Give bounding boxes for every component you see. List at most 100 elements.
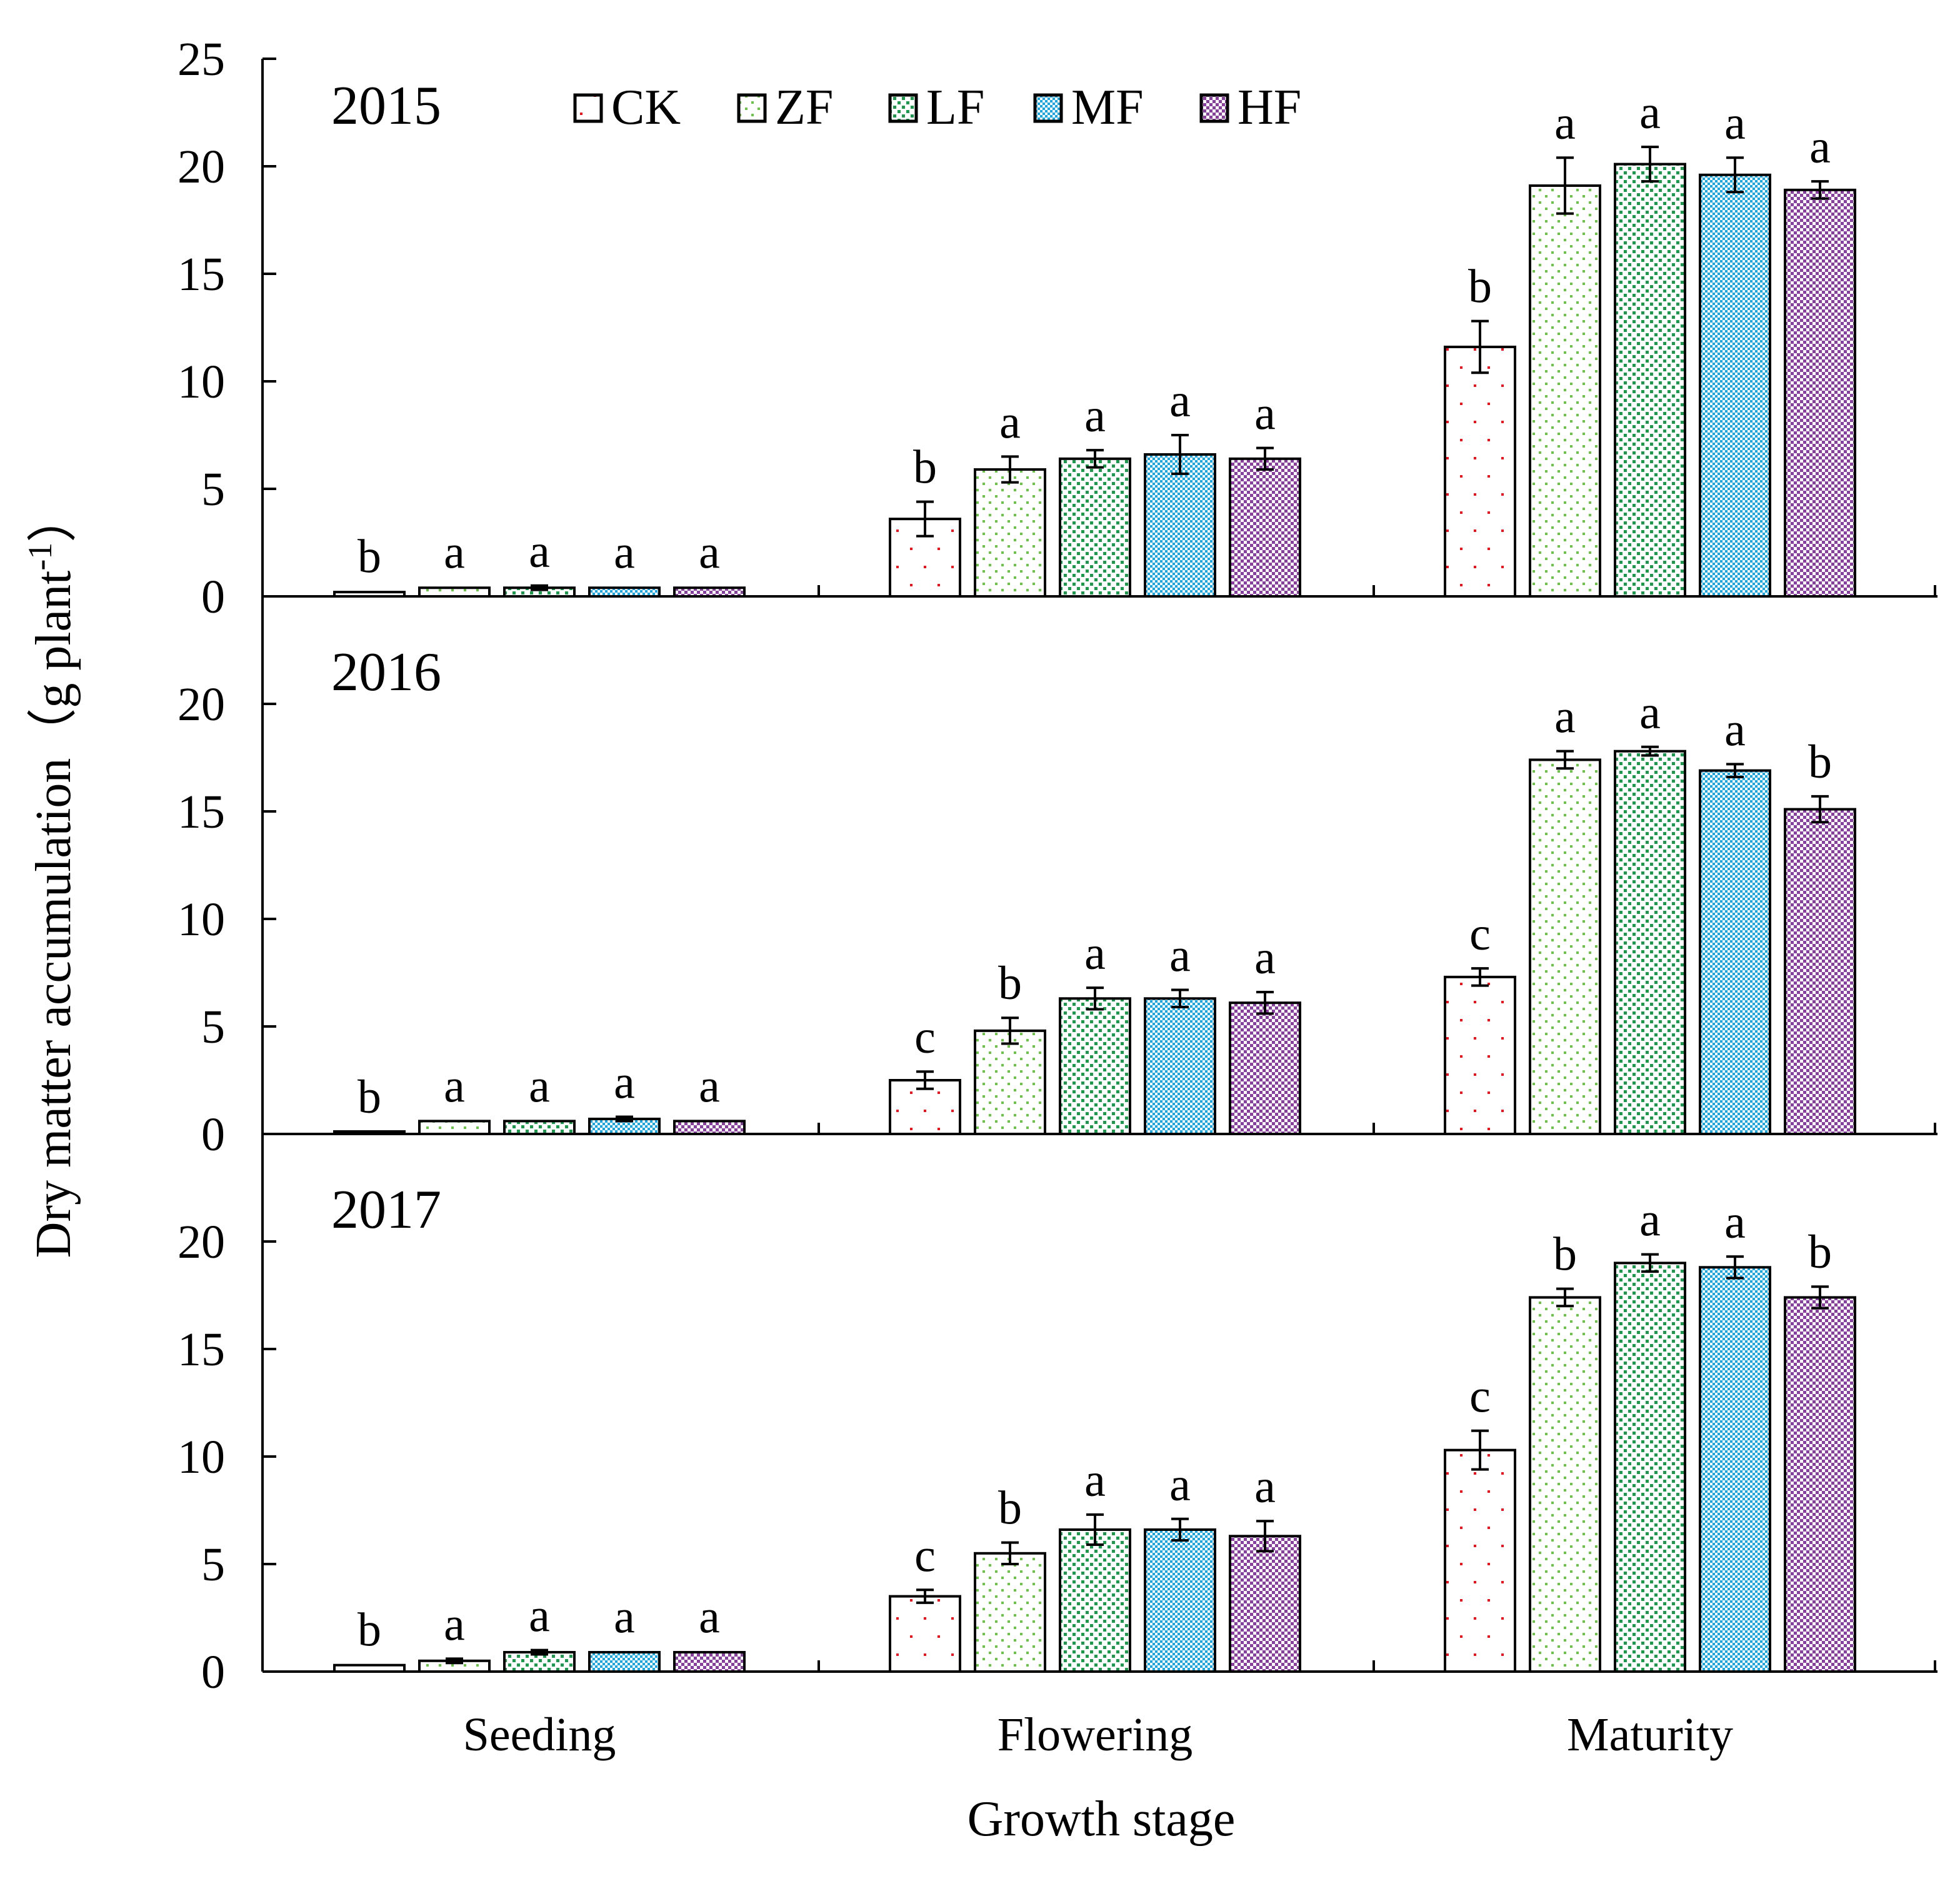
significance-letter: a [1724,97,1746,149]
significance-letter: a [1169,374,1191,427]
y-tick-label: 25 [178,33,225,86]
bar-hf-maturity [1784,188,1856,598]
significance-letter: b [998,957,1022,1010]
significance-letter: a [1639,1194,1661,1246]
legend-item-hf: HF [1199,80,1301,135]
bar-mf-flowering [1144,453,1216,598]
significance-letter: a [444,1598,465,1650]
panels: 05101520252015bbbaaaaaaaaaaaa05101520201… [178,33,1938,1698]
bar-mf-seeding [588,1117,661,1136]
significance-letter: a [1169,1458,1191,1511]
significance-letter: a [1554,691,1576,743]
bar-hf-flowering [1229,1001,1301,1136]
bar-lf-maturity [1614,750,1686,1136]
significance-letter: a [1084,1454,1106,1507]
bar-zf-seeding [418,586,491,598]
bar-hf-maturity [1784,1296,1856,1673]
bar-lf-flowering [1059,997,1131,1136]
category-label-maturity: Maturity [1567,1708,1733,1761]
bar-mf-maturity [1699,173,1771,598]
significance-letter: a [1724,703,1746,756]
legend-swatch-lf [888,93,918,123]
bar-ck-seeding [333,591,406,598]
bar-hf-flowering [1229,457,1301,598]
bar-ck-seeding [333,1130,406,1135]
significance-letter: b [358,530,381,583]
bar-lf-maturity [1614,163,1686,598]
significance-letter: a [614,1590,635,1643]
bar-ck-maturity [1444,975,1516,1135]
significance-letter: a [529,1590,550,1642]
bar-zf-flowering [974,1552,1046,1673]
bar-zf-flowering [974,468,1046,598]
significance-letter: a [529,1060,550,1112]
bar-ck-flowering [889,1595,961,1673]
category-label-flowering: Flowering [998,1708,1192,1761]
y-tick-label: 5 [201,463,225,516]
y-tick-label: 0 [201,571,225,623]
bar-mf-flowering [1144,1528,1216,1673]
panel-title: 2016 [331,642,441,703]
legend-swatch-mf [1033,93,1063,123]
category-label-seeding: Seeding [463,1708,616,1761]
significance-letter: b [913,441,937,494]
significance-letter: a [529,525,550,578]
legend-item-lf: LF [888,80,984,135]
panel-2015: 0 5 10 15 20 25 2015 b b b a a a a a a a a a a a a [178,33,1938,623]
significance-letter: b [1553,1228,1577,1281]
significance-letter: a [1254,388,1276,440]
significance-letter: a [1254,1460,1276,1513]
bar-mf-flowering [1144,997,1216,1136]
legend-label-lf: LF [926,80,984,135]
significance-letter: b [358,1604,381,1657]
legend-swatch-hf [1199,93,1229,123]
y-tick-label: 20 [178,1216,225,1268]
y-axis-label-close: ） [26,493,81,543]
category-labels: Seeding Flowering Maturity [463,1708,1733,1761]
significance-letter: b [1808,736,1832,788]
bar-zf-maturity [1529,1296,1601,1673]
significance-letter: b [1808,1226,1832,1278]
y-tick-label: 5 [201,1538,225,1591]
bar-lf-maturity [1614,1262,1686,1673]
significance-letter: a [1554,97,1576,149]
significance-letter: b [1468,261,1492,313]
legend-label-ck: CK [611,80,681,135]
significance-letter: a [1084,389,1106,442]
panel-2017: 0 5 10 15 20 2017 b c c a b b a a a a a a a a b [178,1134,1938,1698]
legend: CK ZF LF MF HF [573,80,1301,135]
significance-letter: c [1469,908,1491,960]
significance-letter: a [1724,1196,1746,1248]
bar-hf-seeding [673,1120,746,1135]
bar-ck-seeding [333,1663,406,1673]
significance-letter: a [699,1060,720,1112]
x-axis-label: Growth stage [968,1792,1236,1847]
bar-hf-seeding [673,1651,746,1673]
significance-letter: a [699,1590,720,1643]
panel-title: 2015 [331,76,441,136]
significance-letter: a [614,526,635,579]
panel-title: 2017 [331,1180,441,1240]
bar-zf-seeding [418,1120,491,1135]
significance-letter: a [444,1060,465,1112]
significance-letter: a [1809,121,1831,173]
significance-letter: b [998,1482,1022,1535]
bar-lf-seeding [503,1120,576,1135]
y-tick-label: 10 [178,893,225,946]
bar-zf-maturity [1529,758,1601,1135]
legend-swatch-zf [737,93,767,123]
significance-letter: a [1639,686,1661,739]
bar-mf-maturity [1699,769,1771,1135]
bar-hf-flowering [1229,1535,1301,1673]
significance-letter: a [999,396,1021,448]
legend-item-mf: MF [1033,80,1144,135]
significance-letter: a [1084,927,1106,980]
significance-letter: a [699,526,720,579]
y-tick-label: 15 [178,786,225,838]
significance-letter: c [914,1011,936,1063]
significance-letter: c [1469,1370,1491,1423]
bar-hf-seeding [673,586,746,598]
bar-zf-maturity [1529,184,1601,598]
significance-letter: a [444,526,465,579]
y-tick-label: 10 [178,356,225,408]
